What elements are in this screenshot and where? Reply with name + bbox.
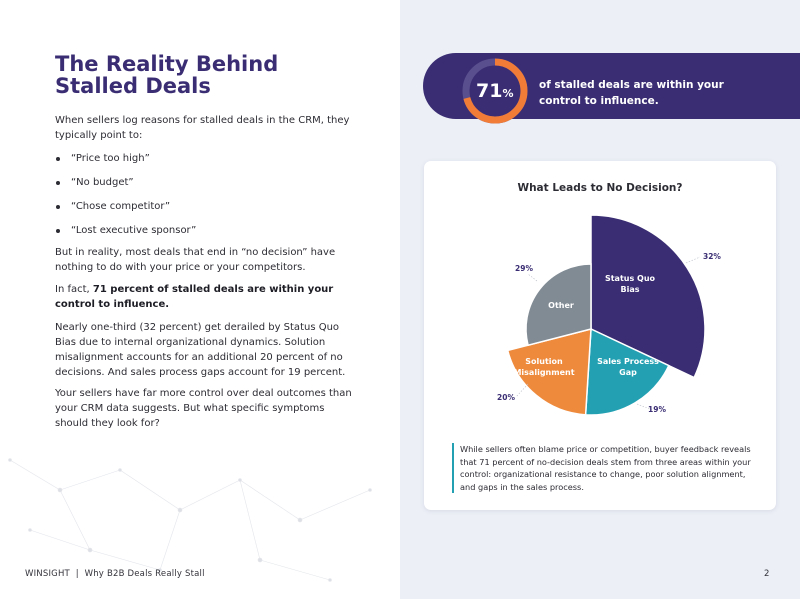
slice-leader-line (685, 256, 701, 264)
pie-slice-other (525, 263, 592, 347)
stat-unit: % (502, 87, 514, 100)
ring-progress (462, 58, 528, 124)
stat-banner: 71% of stalled deals are within your con… (423, 53, 800, 124)
pie-slices (506, 214, 706, 416)
slice-label: Status Quo Bias (605, 274, 656, 294)
chart-footnote: While sellers often blame price or compe… (452, 443, 760, 493)
slice-label: Solution Misalignment (513, 357, 574, 377)
slice-value-label: 29% (515, 264, 533, 273)
stat-ring-gauge (462, 58, 528, 124)
slice-leader-line (636, 403, 653, 411)
slice-leader-line (527, 273, 538, 282)
footer-publication: WINSIGHT | Why B2B Deals Really Stall (25, 569, 205, 579)
reality-paragraph: But in reality, most deals that end in “… (55, 247, 336, 273)
page-number: 2 (764, 569, 770, 579)
intro-paragraph: When sellers log reasons for stalled dea… (55, 115, 350, 141)
pie-labels: Status Quo Bias 32% Sales Process Gap 19% Solu… (497, 252, 721, 414)
page-title-line1: The Reality Behind (55, 52, 279, 76)
fact-paragraph: In fact, 71 percent of stalled deals are… (55, 282, 355, 312)
slice-value-label: 19% (648, 405, 666, 414)
chart-title: What Leads to No Decision? (518, 182, 683, 194)
stall-reasons-list: “Price too high” “No budget” “Chose comp… (55, 151, 355, 247)
stat-caption: of stalled deals are within your control… (539, 79, 724, 107)
stat-number: 71 (476, 80, 503, 102)
list-item: “Lost executive sponsor” (55, 223, 355, 247)
stat-value: 71% (476, 81, 513, 104)
slice-value-label: 32% (703, 252, 721, 261)
pie-slice-solution-misalignment (506, 328, 592, 416)
fact-highlight: 71 percent of stalled deals are within y… (55, 284, 334, 310)
list-item: “Price too high” (55, 151, 355, 175)
slice-value-label: 20% (497, 393, 515, 402)
page-title: The Reality Behind Stalled Deals (55, 53, 355, 97)
slice-label: Sales Process Gap (597, 357, 659, 377)
list-item: “Chose competitor” (55, 199, 355, 223)
list-item: “No budget” (55, 175, 355, 199)
network-pattern-decoration (8, 458, 372, 582)
pie-slice-status-quo-bias (590, 214, 706, 379)
breakdown-paragraph: Nearly one-third (32 percent) get derail… (55, 322, 346, 378)
control-paragraph: Your sellers have far more control over … (55, 388, 352, 429)
pie-chart: What Leads to No Decision? Status Quo Bia… (497, 182, 721, 416)
fact-prefix: In fact, (55, 284, 93, 295)
chart-card: What Leads to No Decision? Status Quo Bia… (424, 161, 776, 510)
slice-label: Other (548, 301, 574, 310)
page-title-line2: Stalled Deals (55, 74, 211, 98)
pie-slice-sales-process-gap (584, 327, 670, 416)
